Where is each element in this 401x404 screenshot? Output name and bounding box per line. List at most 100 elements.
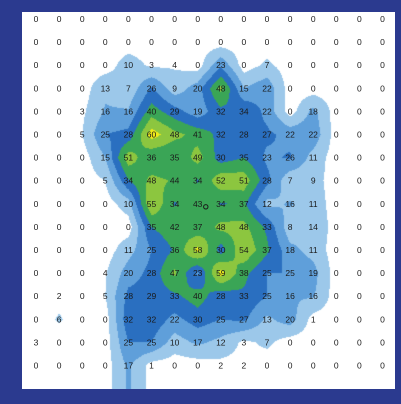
cell-value-label: 0 bbox=[242, 14, 247, 24]
cell-value-label: 0 bbox=[288, 83, 293, 93]
cell-value-label: 17 bbox=[193, 337, 203, 347]
cell-value-label: 0 bbox=[103, 337, 108, 347]
cell-value-label: 22 bbox=[308, 130, 318, 140]
cell-value-label: 0 bbox=[357, 14, 362, 24]
cell-value-label: 29 bbox=[170, 106, 180, 116]
heatmap-plot-area: 0 0 0 0 0 0 0 0 0 0 0 0 0 0 0 0 0 0 0 0 0 0 0 0 0 0 0 0 0 0 0 0 0 0 0 0 10 3 4… bbox=[22, 12, 395, 389]
cell-value-label: 35 bbox=[147, 222, 157, 232]
cell-value-label: 0 bbox=[34, 268, 39, 278]
cell-value-label: 3 bbox=[242, 337, 247, 347]
cell-value-label: 16 bbox=[308, 291, 318, 301]
cell-value-label: 25 bbox=[285, 268, 295, 278]
cell-value-label: 0 bbox=[126, 37, 131, 47]
cell-value-label: 19 bbox=[193, 106, 203, 116]
cell-value-label: 0 bbox=[311, 337, 316, 347]
cell-value-label: 0 bbox=[195, 37, 200, 47]
cell-value-label: 25 bbox=[262, 268, 272, 278]
cell-value-label: 17 bbox=[124, 361, 134, 371]
cell-value-label: 0 bbox=[265, 361, 270, 371]
cell-value-label: 25 bbox=[216, 314, 226, 324]
cell-value-label: 1 bbox=[311, 314, 316, 324]
cell-value-label: 0 bbox=[334, 222, 339, 232]
cell-value-label: 41 bbox=[193, 130, 203, 140]
cell-value-label: 0 bbox=[195, 14, 200, 24]
cell-value-label: 0 bbox=[311, 60, 316, 70]
cell-value-label: 0 bbox=[172, 37, 177, 47]
cell-value-label: 0 bbox=[80, 60, 85, 70]
cell-value-label: 0 bbox=[380, 176, 385, 186]
cell-value-label: 0 bbox=[34, 199, 39, 209]
cell-value-label: 22 bbox=[170, 314, 180, 324]
cell-value-label: 25 bbox=[147, 245, 157, 255]
cell-value-label: 0 bbox=[357, 153, 362, 163]
cell-value-label: 0 bbox=[380, 83, 385, 93]
cell-value-label: 0 bbox=[57, 83, 62, 93]
cell-value-label: 20 bbox=[124, 268, 134, 278]
cell-value-label: 20 bbox=[193, 83, 203, 93]
cell-value-label: 10 bbox=[170, 337, 180, 347]
cell-value-label: 0 bbox=[380, 130, 385, 140]
cell-value-label: 0 bbox=[288, 37, 293, 47]
cell-value-label: 55 bbox=[147, 199, 157, 209]
cell-value-label: 0 bbox=[288, 60, 293, 70]
cell-value-label: 30 bbox=[193, 314, 203, 324]
cell-value-label: 27 bbox=[239, 314, 249, 324]
cell-value-label: 38 bbox=[239, 268, 249, 278]
cell-value-label: 0 bbox=[380, 14, 385, 24]
cell-value-label: 3 bbox=[34, 337, 39, 347]
cell-value-label: 40 bbox=[193, 291, 203, 301]
cell-value-label: 0 bbox=[242, 37, 247, 47]
cell-value-label: 0 bbox=[380, 153, 385, 163]
cell-value-label: 0 bbox=[357, 291, 362, 301]
cell-value-label: 0 bbox=[34, 245, 39, 255]
cell-value-label: 43 bbox=[193, 199, 203, 209]
cell-value-label: 0 bbox=[334, 153, 339, 163]
cell-value-label: 0 bbox=[288, 14, 293, 24]
cell-value-label: 11 bbox=[124, 245, 133, 255]
cell-value-label: 0 bbox=[357, 361, 362, 371]
cell-value-label: 0 bbox=[57, 153, 62, 163]
cell-value-label: 0 bbox=[334, 314, 339, 324]
cell-value-label: 11 bbox=[309, 153, 318, 163]
cell-value-label: 0 bbox=[34, 314, 39, 324]
cell-value-label: 30 bbox=[216, 153, 226, 163]
cell-value-label: 0 bbox=[80, 14, 85, 24]
cell-value-label: 36 bbox=[170, 245, 180, 255]
cell-value-label: 0 bbox=[311, 37, 316, 47]
cell-value-label: 15 bbox=[101, 153, 111, 163]
cell-value-label: 0 bbox=[57, 199, 62, 209]
cell-value-label: 5 bbox=[80, 130, 85, 140]
cell-value-label: 0 bbox=[103, 14, 108, 24]
cell-value-label: 0 bbox=[380, 37, 385, 47]
cell-value-label: 16 bbox=[285, 199, 295, 209]
cell-value-label: 0 bbox=[357, 337, 362, 347]
cell-value-label: 42 bbox=[170, 222, 180, 232]
cell-value-label: 22 bbox=[262, 106, 272, 116]
cell-value-label: 29 bbox=[147, 291, 157, 301]
cell-value-label: 0 bbox=[80, 199, 85, 209]
cell-value-label: 0 bbox=[218, 37, 223, 47]
cell-value-label: 44 bbox=[170, 176, 180, 186]
cell-value-label: 0 bbox=[380, 361, 385, 371]
cell-value-label: 25 bbox=[124, 337, 134, 347]
cell-value-label: 35 bbox=[170, 153, 180, 163]
cell-value-label: 0 bbox=[357, 83, 362, 93]
cell-value-label: 36 bbox=[147, 153, 157, 163]
cell-value-label: 0 bbox=[34, 37, 39, 47]
cell-value-label: 0 bbox=[334, 337, 339, 347]
cell-value-label: 30 bbox=[216, 245, 226, 255]
cell-value-label: 0 bbox=[380, 106, 385, 116]
cell-value-label: 51 bbox=[124, 153, 134, 163]
cell-value-label: 14 bbox=[308, 222, 318, 232]
cell-value-label: 0 bbox=[334, 361, 339, 371]
cell-value-label: 13 bbox=[262, 314, 272, 324]
cell-value-label: 37 bbox=[262, 245, 272, 255]
cell-value-label: 0 bbox=[334, 60, 339, 70]
cell-value-label: 0 bbox=[126, 222, 131, 232]
cell-value-label: 2 bbox=[57, 291, 62, 301]
cell-value-label: 0 bbox=[34, 14, 39, 24]
cell-value-label: 37 bbox=[239, 199, 249, 209]
cell-value-label: 0 bbox=[334, 245, 339, 255]
cell-value-label: 0 bbox=[334, 130, 339, 140]
cell-value-label: 0 bbox=[34, 291, 39, 301]
